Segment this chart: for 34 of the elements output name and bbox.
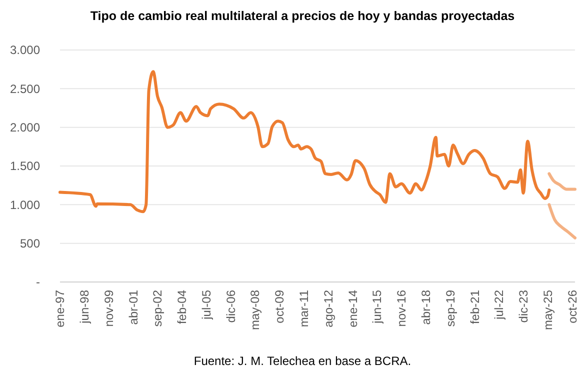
- chart-title: Tipo de cambio real multilateral a precios de hoy y bandas proyectadas: [90, 9, 515, 23]
- x-tick-label: dic-23: [516, 290, 531, 323]
- x-tick-label: feb-04: [175, 290, 190, 324]
- y-tick-label: 3.000: [10, 43, 40, 58]
- x-tick-label: ene-14: [346, 290, 360, 328]
- line-series: [548, 172, 576, 191]
- x-tick-label: feb-21: [468, 290, 482, 324]
- x-tick-label: abr-01: [126, 290, 140, 325]
- x-tick-label: mar-11: [296, 290, 311, 328]
- x-tick-label: oct-09: [272, 290, 287, 324]
- x-tick-label: sep-19: [443, 290, 458, 327]
- x-tick-label: jun-15: [370, 290, 384, 324]
- x-tick-label: may-08: [248, 290, 262, 330]
- x-tick-label: may-25: [540, 290, 555, 330]
- y-tick-label: 1.500: [10, 159, 40, 174]
- x-tick-label: jul-05: [199, 290, 214, 320]
- x-tick-label: ago-12: [321, 290, 336, 328]
- line-series: [548, 203, 576, 240]
- y-tick-label: 2.500: [10, 82, 40, 96]
- x-tick-label: ene-97: [53, 290, 68, 328]
- x-tick-label: dic-06: [224, 290, 238, 323]
- y-tick-label: 2.000: [10, 120, 40, 135]
- source-note: Fuente: J. M. Telechea en base a BCRA.: [194, 354, 412, 368]
- y-tick-label: 1.000: [10, 198, 40, 212]
- x-tick-label: jun-98: [78, 290, 92, 324]
- x-tick-label: nov-99: [102, 290, 116, 327]
- y-tick-label: -: [36, 275, 40, 290]
- x-tick-label: nov-16: [394, 290, 409, 327]
- x-tick-label: sep-02: [150, 290, 165, 327]
- x-tick-label: jul-22: [492, 290, 506, 320]
- y-tick-label: 500: [20, 236, 40, 251]
- x-tick-label: abr-18: [418, 290, 433, 325]
- x-tick-label: oct-26: [565, 290, 580, 324]
- line-series: [58, 70, 551, 214]
